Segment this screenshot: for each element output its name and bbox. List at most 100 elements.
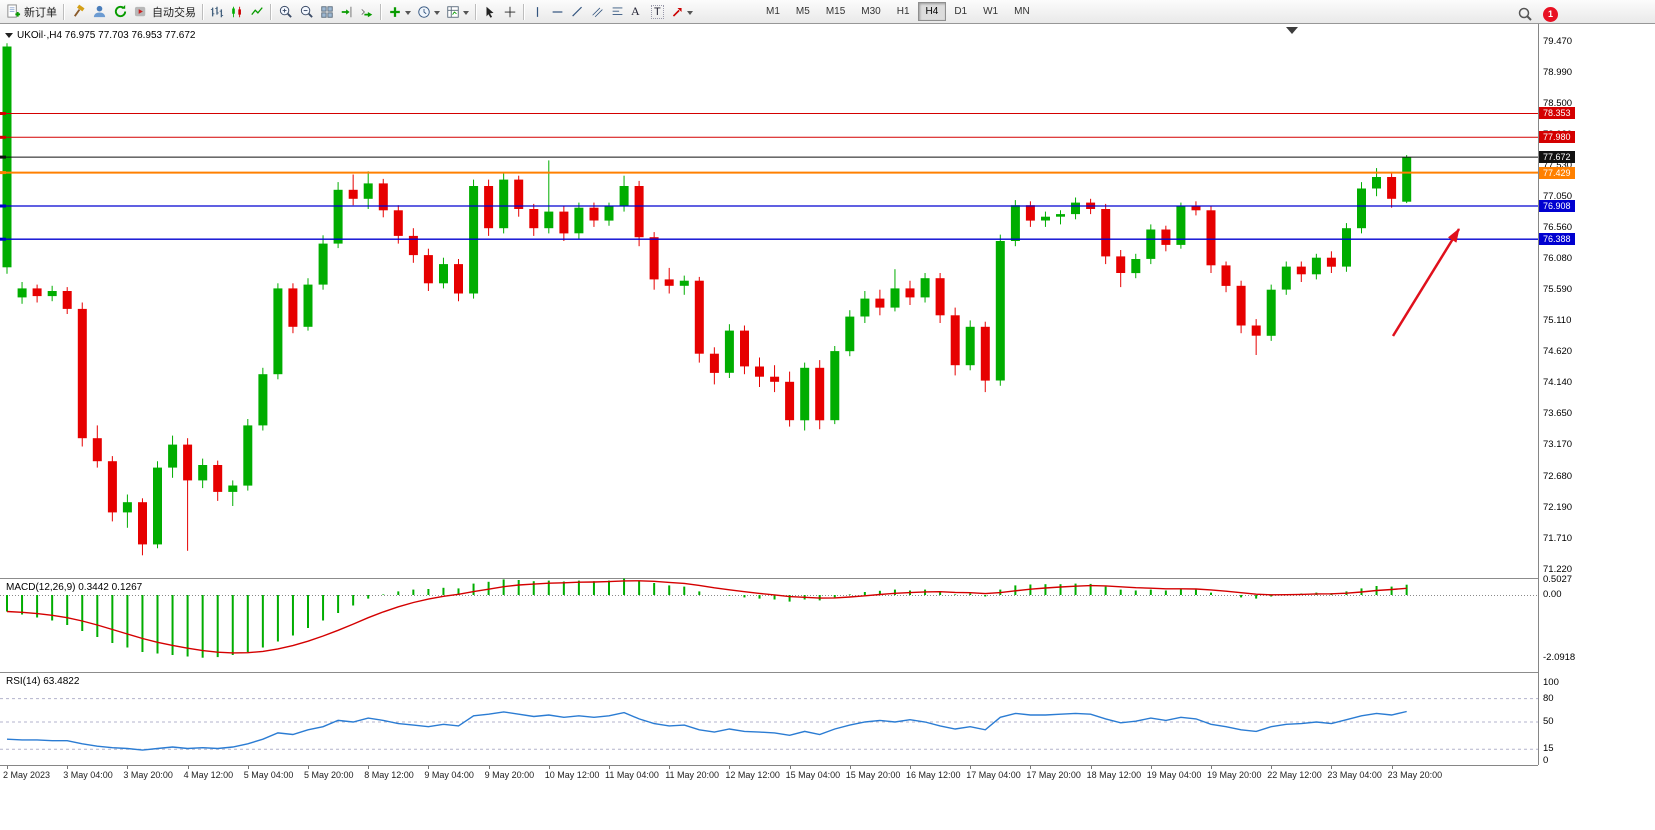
rsi-scale-label: 0	[1543, 755, 1549, 766]
time-axis-tick	[1211, 766, 1212, 769]
time-axis-label: 17 May 20:00	[1026, 770, 1081, 780]
time-axis-tick	[1150, 766, 1152, 769]
crosshair-button[interactable]	[500, 2, 520, 22]
rsi-scale-label: 50	[1543, 716, 1554, 727]
time-axis-tick	[910, 766, 911, 769]
price-axis-label: 73.650	[1543, 408, 1573, 420]
candlestick-icon	[232, 6, 241, 17]
candles-chart-button[interactable]	[227, 2, 247, 22]
price-tag-76.388: 76.388	[1539, 233, 1575, 246]
price-axis-label: 78.990	[1543, 66, 1573, 78]
time-axis-label: 16 May 12:00	[906, 770, 961, 780]
price-tag-76.908: 76.908	[1539, 199, 1575, 212]
new-order-button[interactable]: 新订单	[3, 2, 60, 22]
price-tag-77.429: 77.429	[1539, 166, 1575, 179]
zoom-out-button[interactable]	[296, 2, 317, 22]
cursor-button[interactable]	[480, 2, 500, 22]
tab-timeframe-mn[interactable]: MN	[1014, 6, 1030, 17]
tab-timeframe-m30[interactable]: M30	[861, 6, 881, 17]
text-label-tool-button[interactable]: T	[648, 2, 668, 22]
tab-timeframe-m15[interactable]: M15	[825, 6, 846, 17]
tab-timeframe-m5[interactable]: M5	[795, 6, 810, 17]
bar-chart-icon	[210, 6, 224, 17]
horizontal-line-button[interactable]	[548, 2, 568, 22]
time-axis-label: 19 May 20:00	[1207, 770, 1262, 780]
support-button[interactable]	[89, 2, 110, 22]
price-tag-77.980: 77.980	[1539, 131, 1575, 144]
time-axis-label: 5 May 04:00	[243, 770, 294, 780]
template-button[interactable]	[443, 2, 472, 22]
tab-timeframe-h4[interactable]: H4	[917, 2, 947, 21]
line-chart-icon	[251, 6, 263, 15]
timeframe-toolbar: M1 M5 M15 M30 H1 H4 D1 W1 MN	[758, 2, 1038, 21]
price-axis-label: 75.590	[1543, 284, 1573, 296]
hammer-tool-button[interactable]	[68, 2, 89, 22]
vertical-line-icon	[536, 6, 539, 17]
arrow-object-icon	[672, 7, 682, 17]
chevron-down-icon	[434, 10, 440, 18]
trendline-button[interactable]	[568, 2, 588, 22]
time-axis-tick	[1271, 766, 1273, 769]
chevron-down-icon	[463, 10, 469, 18]
arrows-tool-button[interactable]	[668, 2, 696, 22]
time-axis-tick	[1090, 766, 1092, 769]
price-axis-label: 77.050	[1543, 190, 1573, 202]
zoom-in-icon	[279, 5, 292, 18]
price-tag-78.353: 78.353	[1539, 107, 1575, 120]
refresh-button[interactable]	[110, 2, 131, 22]
chart-shift-button[interactable]	[337, 2, 357, 22]
main-toolbar: 新订单 自动交易	[0, 0, 1655, 24]
hlines-layer[interactable]	[0, 112, 1538, 241]
time-axis-label: 11 May 04:00	[605, 770, 659, 780]
time-axis-tick	[488, 766, 490, 769]
template-icon	[447, 5, 459, 18]
line-chart-button[interactable]	[247, 2, 267, 22]
time-axis[interactable]: 2 May 2023 3 May 04:00 3 May 20:00 4 May 12…	[0, 765, 1538, 784]
price-axis-label: 76.560	[1543, 222, 1573, 234]
tab-timeframe-d1[interactable]: D1	[954, 6, 968, 17]
fibonacci-button[interactable]	[608, 2, 628, 22]
time-axis-label: 23 May 20:00	[1387, 770, 1443, 780]
toolbar-separator	[475, 3, 477, 20]
rsi-scale-label: 80	[1543, 692, 1554, 704]
price-axis-label: 77.530	[1543, 161, 1572, 171]
symbol-dropdown-icon[interactable]	[5, 33, 13, 42]
tab-timeframe-w1[interactable]: W1	[983, 6, 999, 17]
time-axis-label: 22 May 12:00	[1267, 770, 1322, 780]
price-tag-77.672: 77.672	[1539, 151, 1575, 164]
auto-scroll-button[interactable]	[357, 2, 377, 22]
zoom-in-button[interactable]	[275, 2, 296, 22]
price-axis-label: 74.620	[1543, 346, 1573, 358]
equidistant-channel-icon	[592, 7, 603, 17]
tile-windows-button[interactable]	[317, 2, 337, 22]
trend-arrow[interactable]	[1391, 228, 1461, 337]
notification-badge[interactable]: 1	[1543, 6, 1558, 22]
text-tool-button[interactable]: A	[628, 2, 648, 22]
channel-button[interactable]	[588, 2, 608, 22]
toolbar-separator	[202, 3, 204, 20]
rsi-line	[6, 710, 1407, 751]
clock-icon	[418, 5, 430, 18]
search-button[interactable]	[1517, 4, 1537, 24]
new-order-label: 新订单	[24, 6, 57, 19]
tab-timeframe-h1[interactable]: H1	[896, 6, 910, 17]
chart-shift-marker[interactable]	[1286, 27, 1298, 34]
hline-handle	[0, 171, 6, 175]
tab-timeframe-m1[interactable]: M1	[766, 6, 780, 17]
macd-scale-label: -2.0918	[1543, 651, 1576, 663]
price-chart-canvas[interactable]	[0, 24, 1538, 765]
autotrading-button[interactable]: 自动交易	[131, 2, 199, 22]
symbol-ohlc-text: UKOil·,H4 76.975 77.703 76.953 77.672	[17, 29, 196, 41]
toolbar-separator	[270, 3, 272, 20]
vertical-line-button[interactable]	[528, 2, 548, 22]
period-button[interactable]	[414, 2, 443, 22]
candles-layer	[2, 43, 1412, 556]
add-indicator-button[interactable]	[385, 2, 414, 22]
macd-layer	[0, 578, 1538, 658]
time-axis-label: 10 May 12:00	[544, 770, 600, 780]
macd-indicator-label: MACD(12,26,9) 0.3442 0.1267	[6, 582, 143, 593]
bars-chart-button[interactable]	[207, 2, 227, 22]
time-axis-tick	[368, 766, 370, 769]
price-axis[interactable]: 79.47078.99078.50078.02077.53077.05076.5…	[1538, 24, 1655, 766]
headset-person-icon	[93, 5, 106, 18]
